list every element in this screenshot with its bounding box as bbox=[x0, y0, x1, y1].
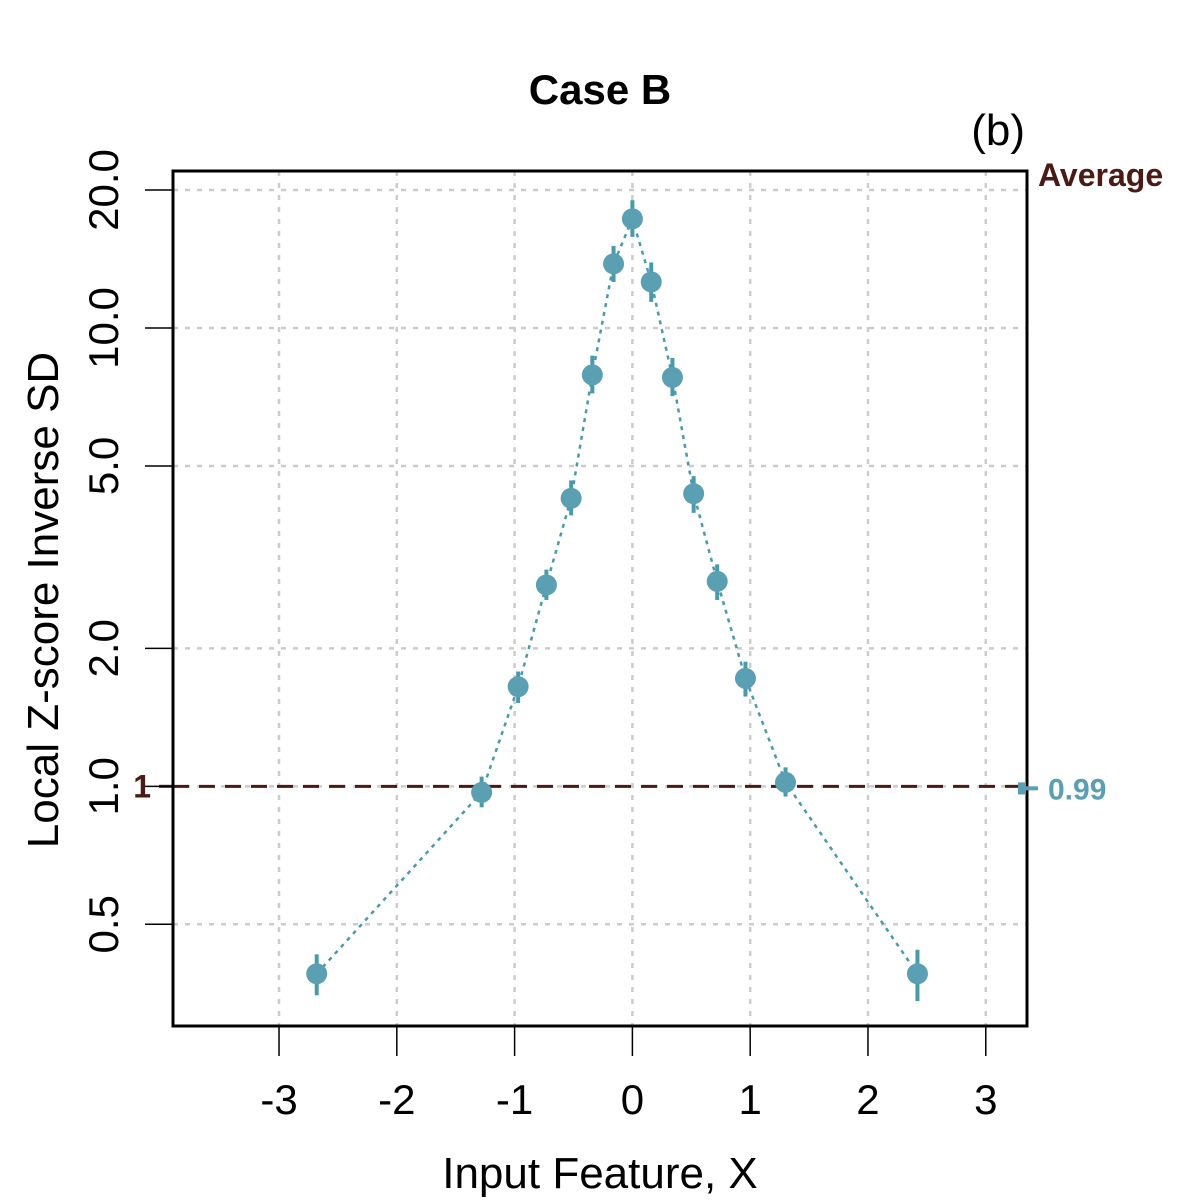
data-point bbox=[507, 676, 529, 698]
y-tick-label: 10.0 bbox=[80, 287, 127, 369]
y-tick-label: 5.0 bbox=[80, 437, 127, 495]
data-point bbox=[661, 366, 683, 388]
average-label: Average bbox=[1038, 157, 1163, 193]
data-point bbox=[471, 781, 493, 803]
x-tick-label: 1 bbox=[739, 1076, 762, 1123]
x-tick-label: -1 bbox=[496, 1076, 533, 1123]
series-layer bbox=[306, 200, 928, 1002]
y-tick-label: 2.0 bbox=[80, 619, 127, 677]
x-axis-label: Input Feature, X bbox=[442, 1149, 758, 1198]
tick-layer: -3 -2 -1 0 1 2 3 0.5 1.0 2.0 5.0 10.0 20.0 bbox=[80, 149, 997, 1123]
chart-title: Case B bbox=[529, 66, 671, 113]
data-point bbox=[560, 487, 582, 509]
data-point bbox=[621, 208, 643, 230]
x-tick-label: 2 bbox=[856, 1076, 879, 1123]
plot-frame bbox=[171, 169, 1029, 1028]
data-point bbox=[306, 963, 328, 985]
x-tick-label: -3 bbox=[260, 1076, 297, 1123]
data-point bbox=[535, 574, 557, 596]
x-tick-label: 3 bbox=[974, 1076, 997, 1123]
data-point bbox=[706, 570, 728, 592]
y-tick-label: 1.0 bbox=[80, 757, 127, 815]
reference-layer: 1 bbox=[133, 768, 1027, 804]
data-point bbox=[581, 364, 603, 386]
data-point bbox=[640, 271, 662, 293]
data-point bbox=[683, 483, 705, 505]
data-point bbox=[906, 963, 928, 985]
average-marker-group: 0.99 bbox=[1018, 773, 1106, 806]
y-tick-label: 20.0 bbox=[80, 149, 127, 231]
y-tick-label: 0.5 bbox=[80, 895, 127, 953]
panel-label: (b) bbox=[971, 106, 1025, 155]
reference-line-label: 1 bbox=[133, 768, 151, 804]
series-connector-line bbox=[315, 215, 919, 975]
y-axis-label: Local Z-score Inverse SD bbox=[19, 352, 68, 848]
x-tick-label: -2 bbox=[378, 1076, 415, 1123]
data-point bbox=[734, 667, 756, 689]
x-tick-label: 0 bbox=[621, 1076, 644, 1123]
grid-layer bbox=[173, 171, 1027, 1026]
data-point bbox=[775, 771, 797, 793]
data-point bbox=[603, 253, 625, 275]
average-value-label: 0.99 bbox=[1048, 773, 1106, 806]
